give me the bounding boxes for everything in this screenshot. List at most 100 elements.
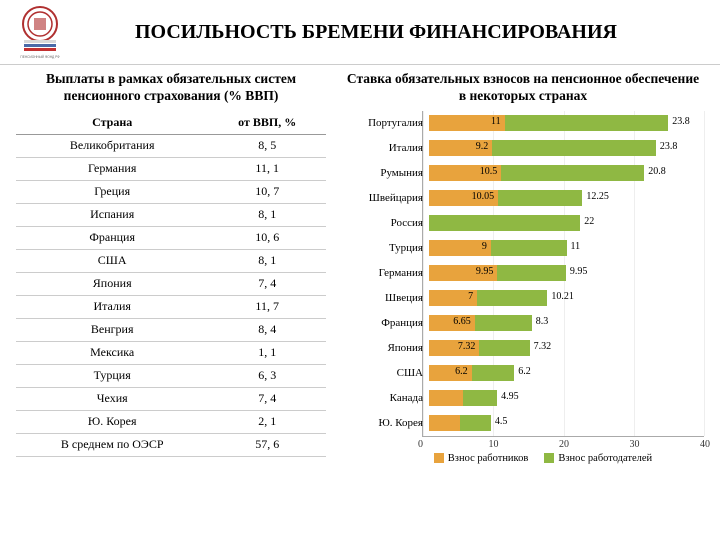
bar-employer-value: 23.8 bbox=[670, 116, 690, 127]
bar-employee: 6.2 bbox=[429, 365, 472, 381]
bar-employer-value: 4.95 bbox=[499, 391, 519, 402]
table-row: Венгрия8, 4 bbox=[16, 318, 326, 341]
bar-employer: 11 bbox=[491, 240, 567, 256]
bar-employer-value: 12.25 bbox=[584, 191, 609, 202]
bar-employer: 20.8 bbox=[501, 165, 644, 181]
cell-country: Венгрия bbox=[16, 318, 208, 341]
chart-row-label: Германия bbox=[343, 267, 429, 279]
cell-value: 1, 1 bbox=[208, 341, 326, 364]
cell-value: 7, 4 bbox=[208, 272, 326, 295]
cell-value: 6, 3 bbox=[208, 364, 326, 387]
chart-bars: 9.223.8 bbox=[429, 139, 704, 157]
chart-row-label: Португалия bbox=[343, 117, 429, 129]
bar-employer: 4.5 bbox=[460, 415, 491, 431]
table-row: Мексика1, 1 bbox=[16, 341, 326, 364]
bar-employee-value: 9 bbox=[480, 241, 487, 252]
col-gdp: от ВВП, % bbox=[208, 111, 326, 135]
cell-country: Турция bbox=[16, 364, 208, 387]
page-title: ПОСИЛЬНОСТЬ БРЕМЕНИ ФИНАНСИРОВАНИЯ bbox=[82, 20, 710, 44]
col-country: Страна bbox=[16, 111, 208, 135]
chart-row-label: Швеция bbox=[343, 292, 429, 304]
chart-row: Португалия 11 23.8 bbox=[343, 111, 704, 135]
chart-row: Турция911 bbox=[343, 236, 704, 260]
chart-row: Германия9.959.95 bbox=[343, 261, 704, 285]
bar-employer-value: 4.5 bbox=[493, 416, 508, 427]
chart-row: Швейцария 10.05 12.25 bbox=[343, 186, 704, 210]
table-row: Ю. Корея2, 1 bbox=[16, 410, 326, 433]
cell-country: Германия bbox=[16, 157, 208, 180]
chart-row-label: Япония bbox=[343, 342, 429, 354]
cell-value: 7, 4 bbox=[208, 387, 326, 410]
chart-bars: 4.954.95 bbox=[429, 389, 704, 407]
chart-bars: 6.26.2 bbox=[429, 364, 704, 382]
bar-employee-value: 7 bbox=[466, 291, 473, 302]
chart-row-label: Швейцария bbox=[343, 192, 429, 204]
bar-employer-value: 23.8 bbox=[658, 141, 678, 152]
legend-employer-label: Взнос работодателей bbox=[558, 453, 652, 464]
bar-employer: 10.21 bbox=[477, 290, 547, 306]
bar-employee-value: 6.65 bbox=[451, 316, 471, 327]
bar-employer-value: 7.32 bbox=[532, 341, 552, 352]
cell-country: Испания bbox=[16, 203, 208, 226]
bar-employer: 23.8 bbox=[492, 140, 656, 156]
chart-bars: 710.21 bbox=[429, 289, 704, 307]
chart-row-label: США bbox=[343, 367, 429, 379]
legend-employee: Взнос работников bbox=[434, 453, 529, 464]
cell-value: 10, 6 bbox=[208, 226, 326, 249]
chart-bars: 7.32 7.32 bbox=[429, 339, 704, 357]
chart-bars: 10.05 12.25 bbox=[429, 189, 704, 207]
table-row: США8, 1 bbox=[16, 249, 326, 272]
bar-employer: 22 bbox=[429, 215, 580, 231]
right-panel-title: Ставка обязательных взносов на пенсионно… bbox=[342, 71, 704, 105]
left-panel: Выплаты в рамках обязательных систем пен… bbox=[16, 71, 326, 464]
chart-row-label: Италия bbox=[343, 142, 429, 154]
bar-employee-value: 7.32 bbox=[456, 341, 476, 352]
chart-bars: 022 bbox=[429, 214, 704, 232]
cell-country: Италия bbox=[16, 295, 208, 318]
bar-employee-value: 10.5 bbox=[478, 166, 498, 177]
chart-row: Румыния10.520.8 bbox=[343, 161, 704, 185]
cell-country: Греция bbox=[16, 180, 208, 203]
bar-employee: 10.05 bbox=[429, 190, 498, 206]
header: ПЕНСИОННЫЙ ФОНД РФ ПОСИЛЬНОСТЬ БРЕМЕНИ Ф… bbox=[0, 0, 720, 65]
bar-employee: 9.2 bbox=[429, 140, 492, 156]
cell-country: Ю. Корея bbox=[16, 410, 208, 433]
table-row: Великобритания8, 5 bbox=[16, 134, 326, 157]
bar-employer: 9.95 bbox=[497, 265, 565, 281]
axis-tick: 10 bbox=[489, 439, 499, 450]
chart-legend: Взнос работников Взнос работодателей bbox=[382, 453, 704, 464]
bar-employee: 6.65 bbox=[429, 315, 475, 331]
axis-tick: 0 bbox=[418, 439, 423, 450]
cell-country: В среднем по ОЭСР bbox=[16, 433, 208, 456]
chart-row: Швеция710.21 bbox=[343, 286, 704, 310]
cell-country: Чехия bbox=[16, 387, 208, 410]
legend-employer: Взнос работодателей bbox=[544, 453, 652, 464]
table-row: Испания8, 1 bbox=[16, 203, 326, 226]
bar-employer-value: 8.3 bbox=[534, 316, 549, 327]
cell-country: Франция bbox=[16, 226, 208, 249]
chart-row-label: Россия bbox=[343, 217, 429, 229]
table-row: Чехия7, 4 bbox=[16, 387, 326, 410]
chart-row: Канада4.954.95 bbox=[343, 386, 704, 410]
chart-bars: 4.54.5 bbox=[429, 414, 704, 432]
chart-row: Франция6.658.3 bbox=[343, 311, 704, 335]
cell-value: 8, 4 bbox=[208, 318, 326, 341]
bar-employer-value: 11 bbox=[569, 241, 581, 252]
cell-country: Мексика bbox=[16, 341, 208, 364]
cell-country: Япония bbox=[16, 272, 208, 295]
cell-value: 11, 7 bbox=[208, 295, 326, 318]
cell-value: 8, 1 bbox=[208, 203, 326, 226]
chart-bars: 6.65 8.3 bbox=[429, 314, 704, 332]
cell-value: 8, 1 bbox=[208, 249, 326, 272]
bar-employee-value: 10.05 bbox=[470, 191, 495, 202]
axis-tick: 40 bbox=[700, 439, 710, 450]
table-row: Италия11, 7 bbox=[16, 295, 326, 318]
bar-employee-value: 11 bbox=[489, 116, 501, 127]
chart-bars: 9.959.95 bbox=[429, 264, 704, 282]
bar-employer: 4.95 bbox=[463, 390, 497, 406]
bar-employee-value: 9.2 bbox=[474, 141, 489, 152]
bar-employee: 7.32 bbox=[429, 340, 479, 356]
pfr-logo: ПЕНСИОННЫЙ ФОНД РФ bbox=[10, 4, 70, 60]
cell-value: 8, 5 bbox=[208, 134, 326, 157]
cell-value: 2, 1 bbox=[208, 410, 326, 433]
